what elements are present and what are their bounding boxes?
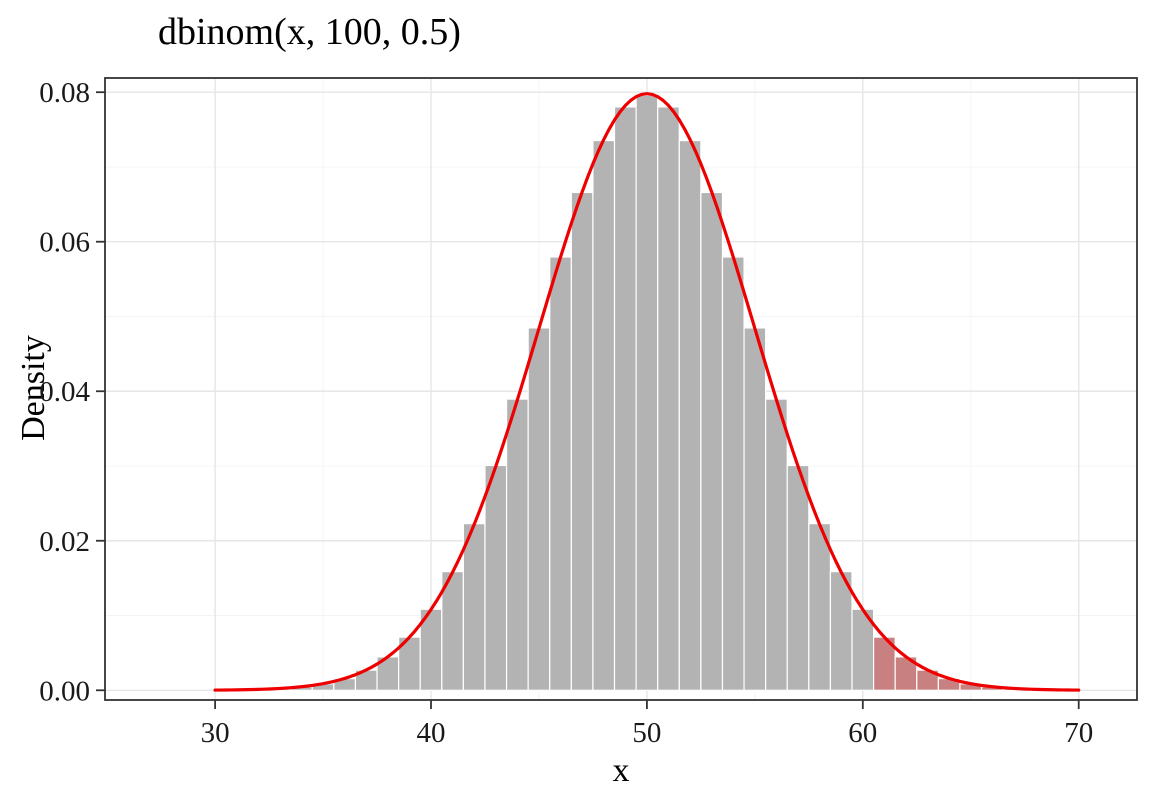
y-tick-label: 0.04 xyxy=(39,376,90,408)
histogram-bar xyxy=(549,256,572,691)
histogram-bar xyxy=(678,139,702,691)
histogram-bar xyxy=(484,464,508,691)
histogram-bar xyxy=(635,94,659,691)
histogram-bar xyxy=(592,139,616,691)
histogram-bar xyxy=(743,327,767,691)
chart-title: dbinom(x, 100, 0.5) xyxy=(158,11,461,53)
y-tick-label: 0.00 xyxy=(39,675,90,707)
x-tick-label: 40 xyxy=(417,717,446,749)
histogram-bar xyxy=(700,191,724,691)
panel-border xyxy=(104,77,1138,701)
histogram-bar xyxy=(765,398,788,691)
histogram-bar xyxy=(613,106,637,691)
x-tick-label: 60 xyxy=(848,717,877,749)
y-tick-label: 0.06 xyxy=(39,227,90,259)
x-tick-label: 70 xyxy=(1064,717,1093,749)
histogram-bar xyxy=(570,191,594,691)
y-tick-label: 0.02 xyxy=(39,526,90,558)
density-curve xyxy=(213,92,1081,692)
y-tick-label: 0.08 xyxy=(39,77,90,109)
histogram-bar xyxy=(721,256,745,691)
histogram-bar xyxy=(808,523,832,691)
histogram-bar xyxy=(462,523,486,691)
histogram-bar xyxy=(657,106,680,691)
histogram-bar xyxy=(786,464,810,691)
x-tick-label: 50 xyxy=(632,717,661,749)
x-tick-label: 30 xyxy=(201,717,230,749)
histogram-bar xyxy=(527,327,551,691)
histogram-bar xyxy=(505,398,529,691)
x-axis-title: x xyxy=(612,752,630,789)
